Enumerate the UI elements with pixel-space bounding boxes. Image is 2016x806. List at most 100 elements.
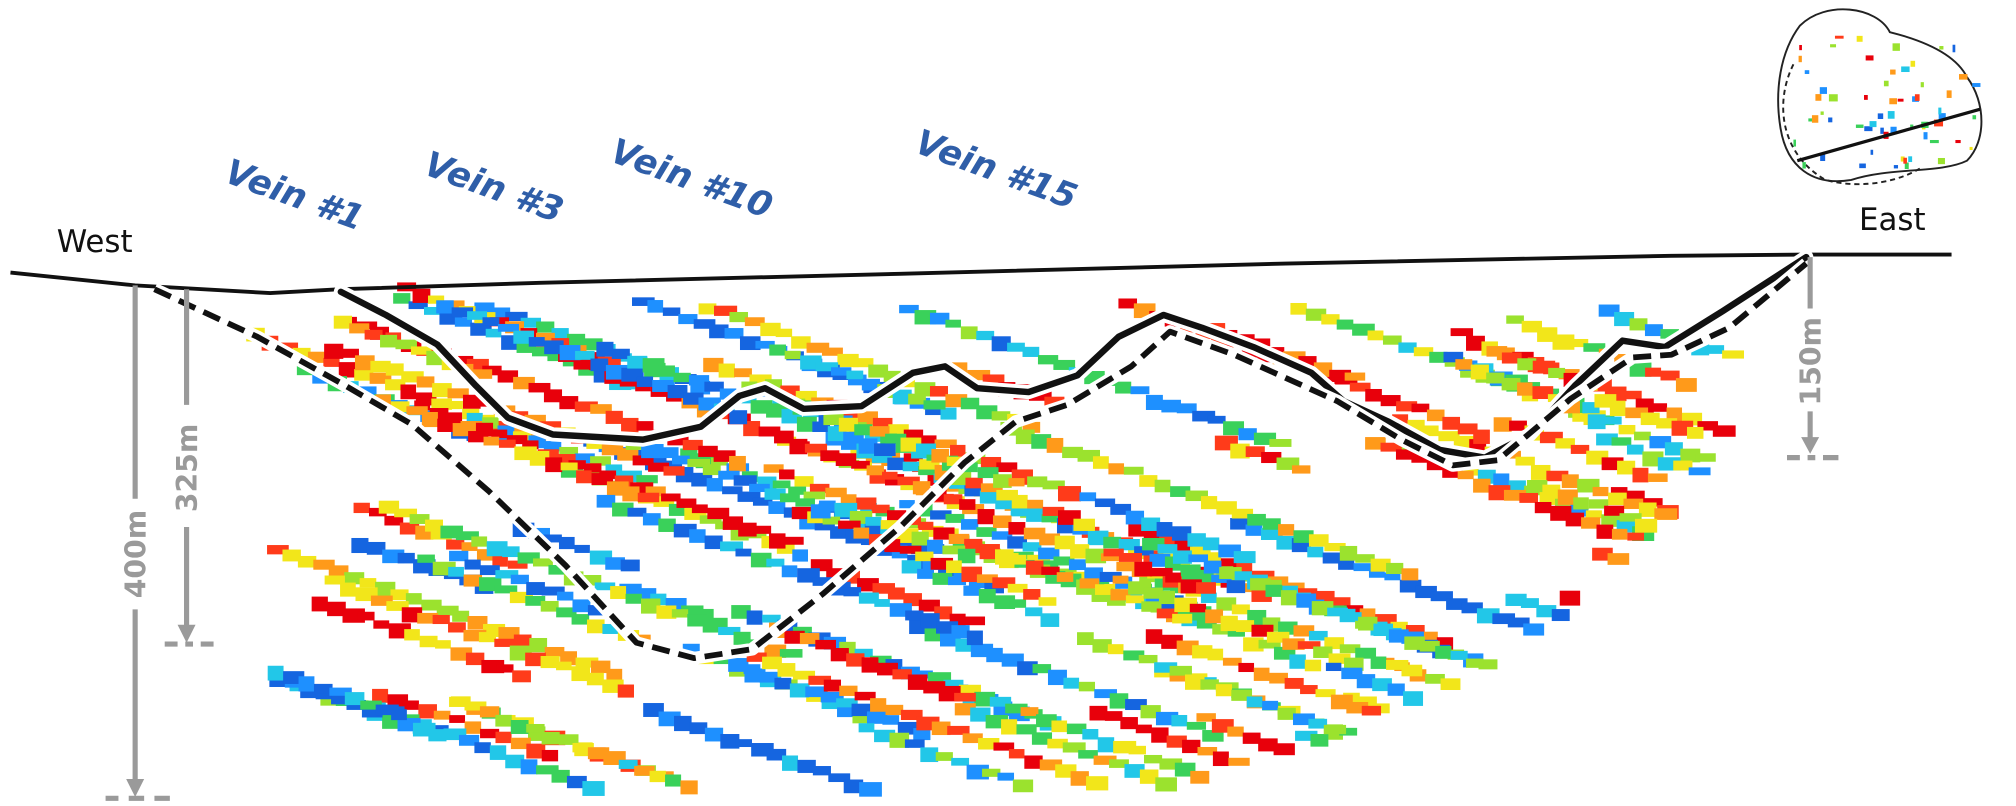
grade-block (1188, 554, 1209, 563)
grade-block (746, 652, 767, 662)
grade-block (836, 698, 858, 708)
grade-block (384, 515, 404, 526)
grade-block (947, 576, 967, 586)
grade-block (1426, 460, 1447, 471)
grade-block (810, 504, 831, 519)
grade-block (1645, 367, 1662, 377)
grade-block (1172, 550, 1192, 564)
grade-block (919, 435, 937, 447)
grade-block (815, 639, 836, 650)
grade-block (448, 566, 464, 577)
grade-block (1220, 558, 1243, 568)
grade-block (1551, 609, 1570, 622)
arrow (126, 779, 145, 798)
grade-block (1103, 536, 1122, 549)
grade-block (782, 755, 799, 771)
grade-block (920, 613, 940, 629)
grade-block (1231, 689, 1253, 701)
grade-block (1093, 755, 1117, 765)
grade-block (979, 544, 1000, 560)
grade-block (1258, 639, 1281, 649)
grade-block (1124, 764, 1145, 778)
grade-block (1461, 602, 1483, 614)
grade-block (1189, 603, 1207, 613)
grade-block (433, 710, 451, 720)
grade-block (400, 384, 417, 400)
grade-block (1056, 572, 1074, 582)
grade-block (652, 379, 675, 392)
grade-block (1828, 94, 1838, 102)
grade-block (1141, 517, 1161, 531)
grade-block (636, 475, 658, 484)
grade-block (1611, 437, 1632, 446)
grade-block (566, 333, 586, 346)
grade-block (385, 379, 406, 391)
grade-block (1220, 615, 1238, 632)
grade-block (1174, 539, 1193, 552)
grade-block (1192, 645, 1213, 659)
grade-block (1134, 561, 1153, 577)
grade-block (861, 378, 880, 391)
grade-block (393, 293, 411, 304)
grade-block (823, 679, 842, 692)
grade-block (762, 614, 781, 623)
grade-block (682, 643, 700, 654)
grade-block (774, 430, 794, 444)
grade-block (448, 622, 466, 633)
grade-block (480, 728, 500, 739)
grade-block (1054, 535, 1075, 550)
grade-block (986, 647, 1003, 663)
grade-block (1864, 126, 1873, 132)
grade-block (1634, 518, 1658, 533)
grade-block (733, 631, 751, 645)
grade-block (1536, 605, 1557, 618)
grade-block (768, 501, 786, 514)
grade-block (1660, 329, 1679, 339)
grade-block (859, 782, 882, 797)
grade-block (1819, 87, 1827, 94)
grade-block (935, 752, 953, 761)
grade-block (1265, 584, 1283, 597)
grade-block (1094, 498, 1116, 508)
grade-block (324, 343, 344, 359)
grade-block (945, 513, 965, 523)
grade-block (1934, 119, 1944, 127)
grade-block (1425, 673, 1445, 684)
grade-block (1890, 126, 1897, 135)
grade-block (1318, 372, 1337, 383)
grade-block (957, 548, 976, 564)
grade-block (766, 748, 787, 761)
grade-block (1629, 318, 1648, 331)
grade-block (558, 536, 575, 550)
grade-block (418, 704, 437, 719)
grade-block (854, 691, 876, 701)
grade-block (1673, 460, 1693, 471)
grade-block (1493, 417, 1512, 432)
grade-block (1009, 599, 1027, 608)
grade-block (1277, 585, 1298, 594)
grade-block (1325, 662, 1342, 672)
grade-block (1555, 438, 1575, 449)
grade-block (992, 577, 1016, 589)
grade-block (324, 575, 345, 585)
grade-block (1372, 678, 1392, 692)
grade-block (1608, 492, 1627, 506)
grade-block (964, 485, 987, 497)
grade-block (1893, 165, 1899, 169)
grade-block (540, 600, 559, 612)
grade-block (769, 533, 786, 549)
grade-block (729, 311, 749, 323)
grade-block (1077, 449, 1101, 462)
grade-block (421, 599, 442, 611)
grade-block (451, 307, 474, 318)
grade-block (678, 314, 698, 325)
grade-block (752, 497, 773, 506)
grade-block (1246, 696, 1263, 708)
grade-block (965, 477, 983, 489)
grade-block (734, 368, 752, 378)
grade-block (311, 596, 328, 612)
grade-block (446, 400, 463, 410)
grade-block (997, 772, 1015, 781)
grade-block (779, 469, 795, 480)
grade-block (1296, 593, 1317, 608)
